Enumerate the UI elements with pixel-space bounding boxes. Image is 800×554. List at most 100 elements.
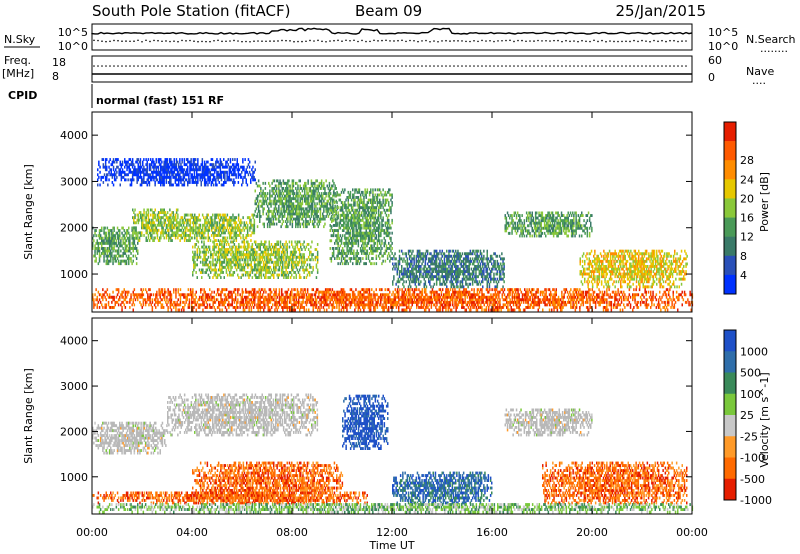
echo-cell [266, 215, 269, 218]
echo-cell [213, 250, 215, 254]
echo-cell [353, 196, 355, 199]
echo-cell [133, 247, 136, 250]
echo-cell [202, 263, 204, 267]
echo-cell [406, 267, 409, 271]
echo-cell [185, 234, 187, 237]
echo-cell [295, 250, 297, 254]
echo-cell [280, 273, 283, 277]
echo-cell [248, 216, 250, 220]
echo-cell [379, 234, 381, 238]
echo-cell [292, 207, 295, 211]
nsearch-point [369, 40, 371, 43]
echo-cell [310, 212, 313, 216]
echo-cell [487, 262, 490, 266]
echo-cell [462, 275, 465, 279]
echo-cell [191, 221, 194, 225]
echo-cell [156, 216, 159, 220]
echo-cell [121, 226, 123, 230]
echo-cell [353, 257, 355, 260]
echo-cell [367, 236, 370, 240]
echo-cell [563, 226, 565, 230]
echo-cell [383, 231, 385, 235]
echo-cell [477, 257, 479, 261]
echo-cell [523, 221, 526, 225]
echo-cell [520, 231, 522, 235]
echo-cell [491, 267, 493, 271]
nave-point [589, 65, 591, 67]
echo-cell [500, 257, 502, 261]
echo-cell [99, 229, 102, 232]
echo-cell [275, 189, 278, 193]
nsearch-point [521, 39, 523, 42]
echo-cell [235, 248, 238, 251]
echo-cell [354, 211, 356, 215]
echo-cell [223, 253, 225, 257]
echo-cell [411, 252, 413, 256]
echo-cell [302, 220, 305, 223]
echo-cell [353, 226, 355, 230]
echo-cell [152, 211, 154, 214]
echo-cell [457, 249, 459, 253]
echo-cell [243, 245, 246, 249]
echo-cell [274, 248, 276, 251]
echo-cell [280, 225, 282, 229]
echo-cell [350, 257, 353, 260]
echo-cell [265, 263, 267, 267]
echo-cell [259, 215, 261, 218]
nsearch-point [157, 39, 159, 42]
echo-cell [261, 202, 263, 206]
echo-cell [269, 217, 271, 221]
echo-cell [240, 265, 242, 269]
echo-cell [353, 211, 355, 215]
echo-cell [125, 231, 128, 235]
echo-cell [343, 224, 345, 227]
echo-cell [365, 226, 367, 230]
echo-cell [332, 252, 335, 255]
nsearch-point [241, 40, 243, 43]
echo-cell [521, 221, 523, 225]
echo-cell [185, 228, 187, 232]
nsearch-point [137, 39, 139, 42]
echo-cell [221, 271, 223, 274]
echo-cell [111, 234, 113, 238]
echo-cell [235, 263, 238, 267]
echo-cell [441, 249, 443, 253]
echo-cell [222, 218, 224, 222]
echo-cell [106, 249, 109, 253]
echo-cell [227, 228, 230, 232]
echo-cell [262, 181, 264, 185]
nave-point [345, 65, 347, 67]
echo-cell [296, 192, 298, 195]
echo-cell [326, 184, 328, 188]
echo-cell [388, 226, 390, 230]
echo-cell [355, 239, 357, 243]
echo-cell [190, 216, 193, 220]
echo-cell [259, 253, 261, 257]
echo-cell [355, 229, 357, 232]
echo-cell [252, 228, 254, 232]
echo-cell [171, 228, 173, 232]
echo-cell [410, 270, 412, 273]
echo-cell [420, 257, 422, 261]
echo-cell [330, 226, 333, 230]
nsearch-point [101, 40, 103, 42]
echo-cell [554, 229, 556, 233]
echo-cell [559, 221, 562, 225]
echo-cell [328, 192, 331, 195]
echo-cell [212, 276, 214, 279]
echo-cell [346, 229, 348, 232]
echo-cell [150, 223, 152, 227]
echo-cell [466, 254, 468, 258]
echo-cell [449, 259, 451, 263]
echo-cell [205, 218, 207, 222]
echo-cell [235, 258, 238, 262]
echo-cell [465, 254, 467, 258]
echo-cell [253, 218, 256, 222]
echo-cell [323, 215, 325, 218]
echo-cell [263, 222, 265, 226]
echo-cell [250, 268, 252, 272]
echo-cell [152, 221, 154, 225]
echo-cell [343, 190, 345, 194]
echo-cell [358, 224, 361, 227]
echo-cell [265, 202, 268, 206]
